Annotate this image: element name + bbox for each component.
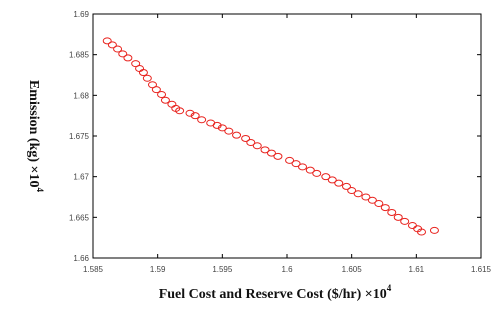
data-point bbox=[361, 193, 371, 201]
data-point bbox=[400, 217, 410, 225]
data-point bbox=[232, 131, 242, 139]
data-point bbox=[285, 156, 295, 164]
data-point bbox=[175, 107, 185, 115]
data-point bbox=[102, 37, 112, 45]
data-point bbox=[190, 112, 200, 120]
data-point bbox=[347, 186, 357, 194]
x-tick-label: 1.615 bbox=[471, 265, 492, 274]
x-tick-label: 1.59 bbox=[150, 265, 166, 274]
data-point bbox=[273, 152, 283, 160]
data-point bbox=[334, 179, 344, 187]
data-point bbox=[224, 127, 234, 135]
data-point bbox=[291, 160, 301, 168]
data-point bbox=[113, 45, 123, 53]
x-tick-label: 1.585 bbox=[83, 265, 104, 274]
data-point bbox=[142, 74, 152, 82]
data-point bbox=[380, 204, 390, 212]
data-point bbox=[266, 149, 276, 157]
y-axis-title: Emission (kg) ×104 bbox=[26, 80, 45, 193]
data-point bbox=[393, 213, 403, 221]
data-point bbox=[260, 146, 270, 154]
x-tick-label: 1.6 bbox=[281, 265, 293, 274]
data-point bbox=[252, 142, 262, 150]
data-point bbox=[151, 86, 161, 94]
y-tick-label: 1.69 bbox=[73, 10, 89, 19]
data-point bbox=[312, 169, 322, 177]
data-point bbox=[327, 176, 337, 184]
data-point bbox=[160, 96, 170, 104]
y-tick-label: 1.68 bbox=[73, 91, 89, 100]
data-point bbox=[353, 190, 363, 198]
y-tick-label: 1.685 bbox=[69, 51, 90, 60]
data-points bbox=[102, 37, 439, 236]
data-point bbox=[429, 226, 439, 234]
y-tick-label: 1.665 bbox=[69, 213, 90, 222]
data-point bbox=[123, 54, 133, 62]
data-point bbox=[321, 173, 331, 181]
data-point bbox=[107, 41, 117, 49]
y-tick-label: 1.675 bbox=[69, 132, 90, 141]
y-tick-label: 1.66 bbox=[73, 254, 89, 263]
y-axis: 1.66 1.665 1.67 1.675 1.68 1.685 1.69 bbox=[69, 10, 481, 263]
data-point bbox=[197, 116, 207, 124]
data-point bbox=[374, 200, 384, 208]
data-point bbox=[118, 50, 128, 58]
x-tick-label: 1.595 bbox=[212, 265, 233, 274]
data-point bbox=[417, 228, 427, 236]
data-point bbox=[341, 182, 351, 190]
data-point bbox=[305, 166, 315, 174]
data-point bbox=[298, 163, 308, 171]
plot-frame bbox=[92, 13, 482, 259]
x-axis: 1.585 1.59 1.595 1.6 1.605 1.61 1.615 bbox=[83, 14, 492, 274]
data-point bbox=[217, 124, 227, 132]
y-tick-label: 1.67 bbox=[73, 173, 89, 182]
data-point bbox=[157, 91, 167, 99]
x-tick-label: 1.61 bbox=[409, 265, 425, 274]
x-tick-label: 1.605 bbox=[342, 265, 363, 274]
data-point bbox=[138, 69, 148, 77]
data-point bbox=[387, 208, 397, 216]
data-point bbox=[367, 196, 377, 204]
x-axis-title: Fuel Cost and Reserve Cost ($/hr) ×104 bbox=[159, 283, 392, 302]
data-point bbox=[246, 139, 256, 147]
data-point bbox=[241, 134, 251, 142]
